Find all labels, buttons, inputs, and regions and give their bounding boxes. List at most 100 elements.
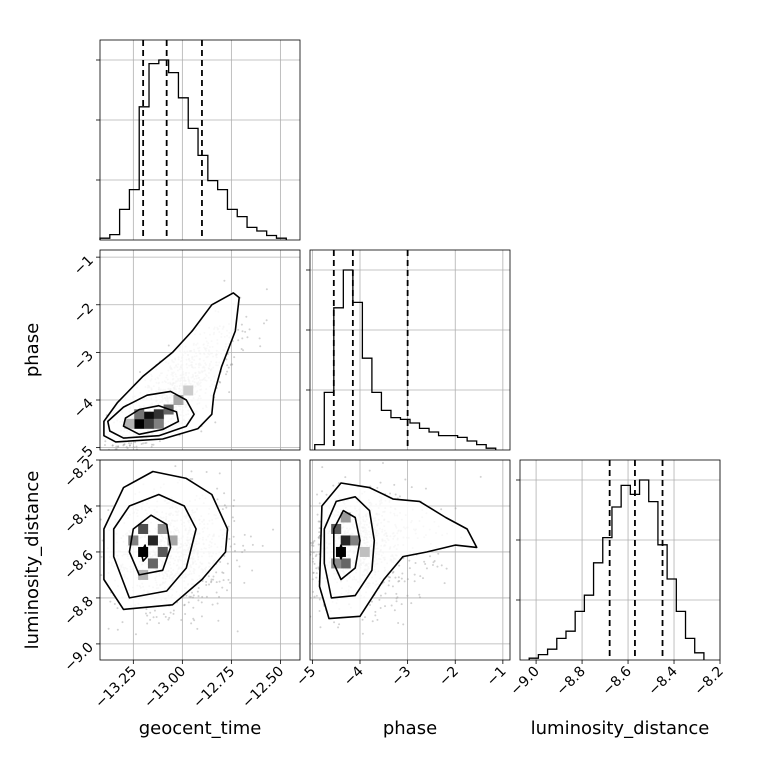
scatter-point [313,562,316,565]
x-tick-label: −1 [484,664,510,690]
density-cell [350,535,361,546]
scatter-point [231,363,234,366]
histogram-bar [538,655,547,660]
scatter-point [384,605,387,608]
scatter-point [432,561,435,564]
scatter-point [174,465,177,468]
histogram-bar [334,308,344,450]
scatter-point [218,595,221,598]
density-panel-geocent_time-luminosity_distance [100,459,300,660]
scatter-point [400,603,403,606]
contour-line [318,482,478,620]
scatter-point [128,444,131,447]
density-frame [99,249,301,451]
density-cell [340,535,351,546]
scatter-point [425,567,428,570]
scatter-point [315,567,318,570]
scatter-point [223,555,226,558]
scatter-point [221,571,224,574]
density-cell [134,418,145,429]
scatter-point [388,576,391,579]
scatter-point [134,633,137,636]
histogram-bar [178,98,188,240]
x-tick-label: −12.75 [190,664,238,712]
scatter-point [208,583,211,586]
scatter-point [419,575,422,578]
scatter-point [249,535,252,538]
scatter-point [115,445,118,448]
x-tick-label: −8.6 [600,663,635,698]
scatter-point [318,531,321,534]
scatter-point [370,600,373,603]
scatter-point [210,578,213,581]
scatter-point [397,622,400,625]
scatter-point [232,504,235,507]
contour-line [323,496,376,599]
scatter-point [393,483,396,486]
y-tick-label: −1 [71,253,97,279]
density-cell [359,546,370,557]
scatter-point [127,442,130,445]
histogram-step-line [314,269,497,450]
scatter-point [312,551,315,554]
scatter-point [431,563,434,566]
contour-fill [103,292,240,442]
scatter-point [240,323,243,326]
scatter-point [388,579,391,582]
scatter-point [391,571,394,574]
scatter-point [196,627,199,630]
scatter-point [122,443,125,446]
scatter-point [243,533,246,536]
contour-line [337,544,345,560]
density-cell [331,558,342,569]
scatter-point [233,356,236,359]
scatter-point [317,520,320,523]
x-axis-label-phase: phase [383,718,437,739]
density-panel-phase-luminosity_distance [310,459,510,660]
x-tick-label: −13.25 [92,664,140,712]
scatter-point [192,617,195,620]
scatter-point [423,560,426,563]
scatter-point [157,622,160,625]
histogram-bar [676,611,685,660]
scatter-point [313,595,316,598]
scatter-point [315,576,318,579]
scatter-point [222,579,225,582]
histogram-bar [267,236,277,241]
scatter-point [403,580,406,583]
scatter-point [107,509,110,512]
scatter-point [184,612,187,615]
scatter-point [479,475,482,478]
x-tick-label: −4 [341,663,367,689]
scatter-point [248,328,251,331]
scatter-point [168,616,171,619]
histogram-bar [458,437,468,450]
scatter-point [219,561,222,564]
scatter-point [121,621,124,624]
y-tick-label: −4 [71,395,97,421]
scatter-point [243,549,246,552]
scatter-point [155,615,158,618]
scatter-point [167,344,170,347]
scatter-point [227,578,230,581]
density-cell [173,395,184,405]
scatter-point [311,551,314,554]
scatter-point [126,447,129,450]
density-cell [331,523,342,534]
scatter-point [216,487,219,490]
scatter-point [201,595,204,598]
scatter-point [212,578,215,581]
scatter-point [251,569,254,572]
histogram-bar [420,428,430,450]
density-frame [99,459,301,661]
density-cell [157,546,168,557]
x-tick-label: −2 [436,664,462,690]
scatter-point [318,536,321,539]
scatter-point [229,545,232,548]
scatter-point [228,391,231,394]
scatter-point [406,578,409,581]
scatter-point [134,441,137,444]
scatter-point [145,608,148,611]
scatter-point [144,612,147,615]
scatter-point [395,592,398,595]
